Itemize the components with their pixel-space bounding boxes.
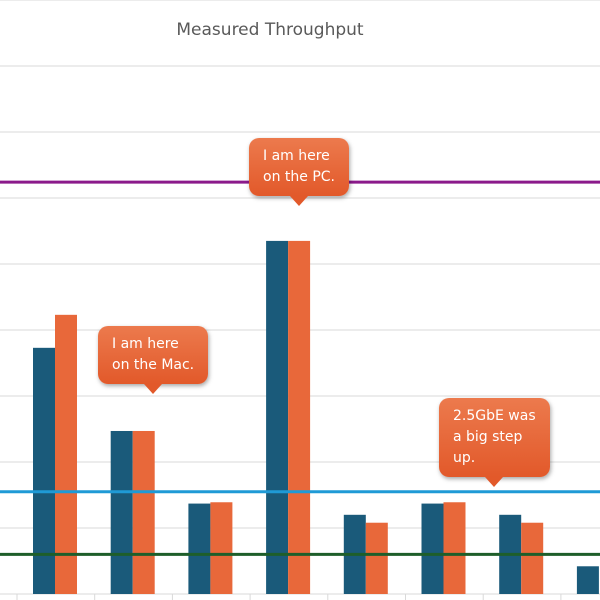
bar-series1-1: [33, 347, 55, 594]
bar-series1-8: [576, 566, 599, 594]
chart-title: Measured Throughput: [176, 20, 364, 40]
callout-mac: I am here on the Mac.: [98, 326, 209, 394]
bar-series1-3: [188, 503, 211, 594]
callout-2-5gbe: 2.5GbE was a big step up.: [439, 398, 550, 487]
bar-series2-3: [210, 502, 233, 594]
callout-pc: I am here on the PC.: [249, 138, 349, 206]
bar-series1-4: [266, 240, 289, 594]
bar-series1-6: [421, 503, 444, 594]
bar-series2-6: [443, 502, 466, 594]
bar-series2-4: [288, 240, 311, 594]
bar-series2-7: [521, 522, 544, 594]
bar-series1-2: [110, 430, 133, 594]
bar-series2-1: [55, 314, 77, 594]
bar-series2-5: [365, 522, 388, 594]
bar-series2-2: [132, 430, 155, 594]
